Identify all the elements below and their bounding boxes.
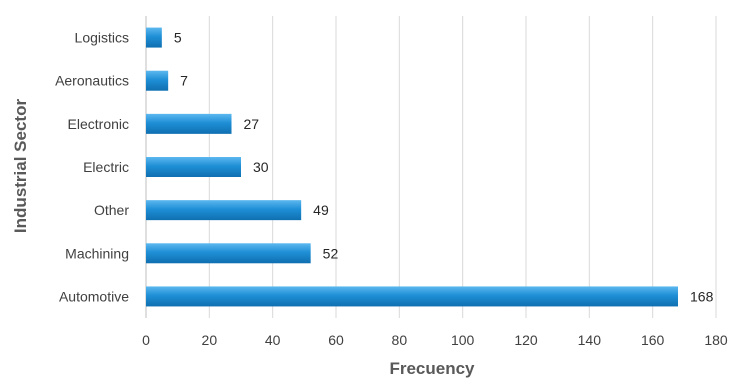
- data-label-machining: 52: [323, 245, 339, 261]
- bar-aeronautics: [146, 70, 169, 91]
- data-label-automotive: 168: [690, 288, 714, 304]
- labels: 0 20 40 60 80 100 120 140 160 180 Logistics 5 Aerona…: [55, 30, 728, 348]
- x-tick-label-80: 80: [392, 332, 408, 348]
- x-tick-label-20: 20: [202, 332, 218, 348]
- data-label-electric: 30: [253, 159, 269, 175]
- data-label-logistics: 5: [174, 30, 182, 46]
- x-tick-label-0: 0: [142, 332, 150, 348]
- category-label-logistics: Logistics: [75, 30, 129, 46]
- data-label-other: 49: [313, 202, 329, 218]
- category-label-other: Other: [94, 202, 129, 218]
- category-label-machining: Machining: [65, 245, 129, 261]
- bar-logistics: [146, 27, 162, 48]
- bar-other: [146, 200, 302, 221]
- data-label-aeronautics: 7: [180, 73, 188, 89]
- category-label-aeronautics: Aeronautics: [55, 73, 129, 89]
- gridlines: [145, 16, 717, 318]
- bars: [146, 27, 678, 307]
- x-tick-label-60: 60: [328, 332, 344, 348]
- bar-electronic: [146, 113, 232, 134]
- bar-machining: [146, 243, 311, 264]
- category-label-electronic: Electronic: [68, 116, 129, 132]
- x-tick-label-40: 40: [265, 332, 281, 348]
- x-tick-label-140: 140: [578, 332, 602, 348]
- x-tick-label-120: 120: [514, 332, 538, 348]
- x-tick-label-100: 100: [451, 332, 475, 348]
- x-tick-label-180: 180: [704, 332, 728, 348]
- x-axis-title: Frecuency: [389, 359, 475, 378]
- category-label-electric: Electric: [83, 159, 129, 175]
- data-label-electronic: 27: [244, 116, 260, 132]
- category-label-automotive: Automotive: [59, 288, 129, 304]
- x-tick-label-160: 160: [641, 332, 665, 348]
- bar-automotive: [146, 286, 678, 307]
- y-axis-title: Industrial Sector: [11, 99, 30, 234]
- bar-electric: [146, 157, 241, 177]
